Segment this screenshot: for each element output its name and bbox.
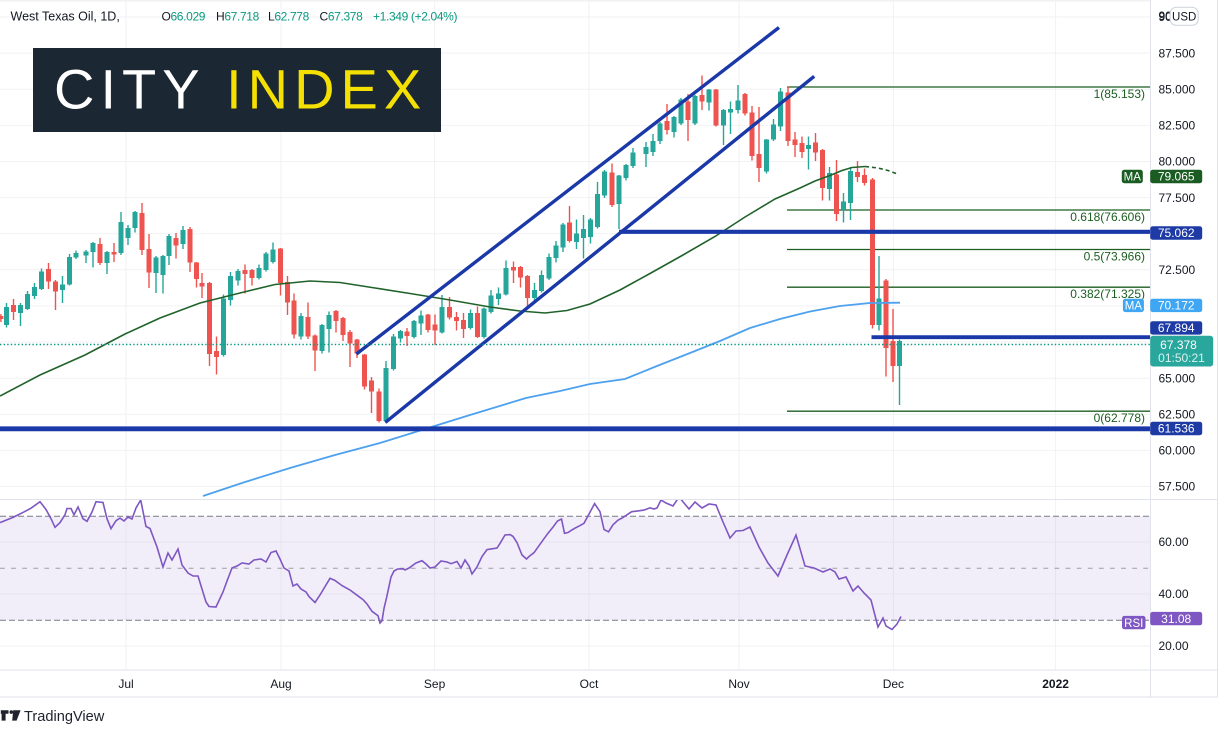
svg-text:+1.349 (+2.04%): +1.349 (+2.04%) — [373, 10, 458, 24]
svg-text:O66.029: O66.029 — [162, 10, 206, 24]
svg-text:2022: 2022 — [1042, 677, 1069, 691]
svg-text:70.172: 70.172 — [1158, 299, 1195, 313]
svg-text:67.894: 67.894 — [1158, 321, 1195, 335]
svg-text:40.00: 40.00 — [1159, 587, 1189, 601]
svg-text:80.000: 80.000 — [1159, 155, 1196, 169]
svg-text:01:50:21: 01:50:21 — [1158, 351, 1205, 365]
svg-text:60.00: 60.00 — [1159, 535, 1189, 549]
svg-text:82.500: 82.500 — [1159, 119, 1196, 133]
svg-text:20.00: 20.00 — [1159, 639, 1189, 653]
svg-text:Jul: Jul — [118, 677, 133, 691]
svg-text:Nov: Nov — [728, 677, 749, 691]
svg-text:L62.778: L62.778 — [268, 10, 310, 24]
svg-text:65.000: 65.000 — [1159, 371, 1196, 385]
svg-text:TradingView: TradingView — [24, 709, 105, 725]
svg-text:Sep: Sep — [424, 677, 446, 691]
svg-text:62.500: 62.500 — [1159, 408, 1196, 422]
svg-text:79.065: 79.065 — [1158, 170, 1195, 184]
svg-text:85.000: 85.000 — [1159, 83, 1196, 97]
svg-text:RSI: RSI — [1124, 618, 1143, 630]
svg-text:0.618(76.606): 0.618(76.606) — [1070, 210, 1145, 224]
svg-text:60.000: 60.000 — [1159, 444, 1196, 458]
svg-text:87.500: 87.500 — [1159, 46, 1196, 60]
svg-text:75.062: 75.062 — [1158, 226, 1195, 240]
svg-text:CITY INDEX: CITY INDEX — [54, 58, 427, 121]
svg-text:0.5(73.966): 0.5(73.966) — [1084, 249, 1145, 263]
svg-text:H67.718: H67.718 — [216, 10, 260, 24]
svg-text:MA: MA — [1124, 172, 1142, 184]
svg-text:C67.378: C67.378 — [320, 10, 364, 24]
svg-text:72.500: 72.500 — [1159, 263, 1196, 277]
svg-text:MA: MA — [1125, 301, 1143, 313]
svg-text:USD: USD — [1172, 11, 1196, 23]
svg-text:Oct: Oct — [580, 677, 599, 691]
svg-text:0(62.778): 0(62.778) — [1094, 411, 1145, 425]
svg-text:61.536: 61.536 — [1158, 422, 1195, 436]
svg-text:67.378: 67.378 — [1160, 338, 1197, 352]
svg-text:West Texas Oil, 1D,: West Texas Oil, 1D, — [11, 10, 120, 24]
svg-text:1(85.153): 1(85.153) — [1094, 87, 1145, 101]
svg-text:57.500: 57.500 — [1159, 480, 1196, 494]
svg-text:Aug: Aug — [270, 677, 291, 691]
svg-text:Dec: Dec — [883, 677, 904, 691]
svg-text:77.500: 77.500 — [1159, 191, 1196, 205]
svg-text:31.08: 31.08 — [1161, 612, 1191, 626]
